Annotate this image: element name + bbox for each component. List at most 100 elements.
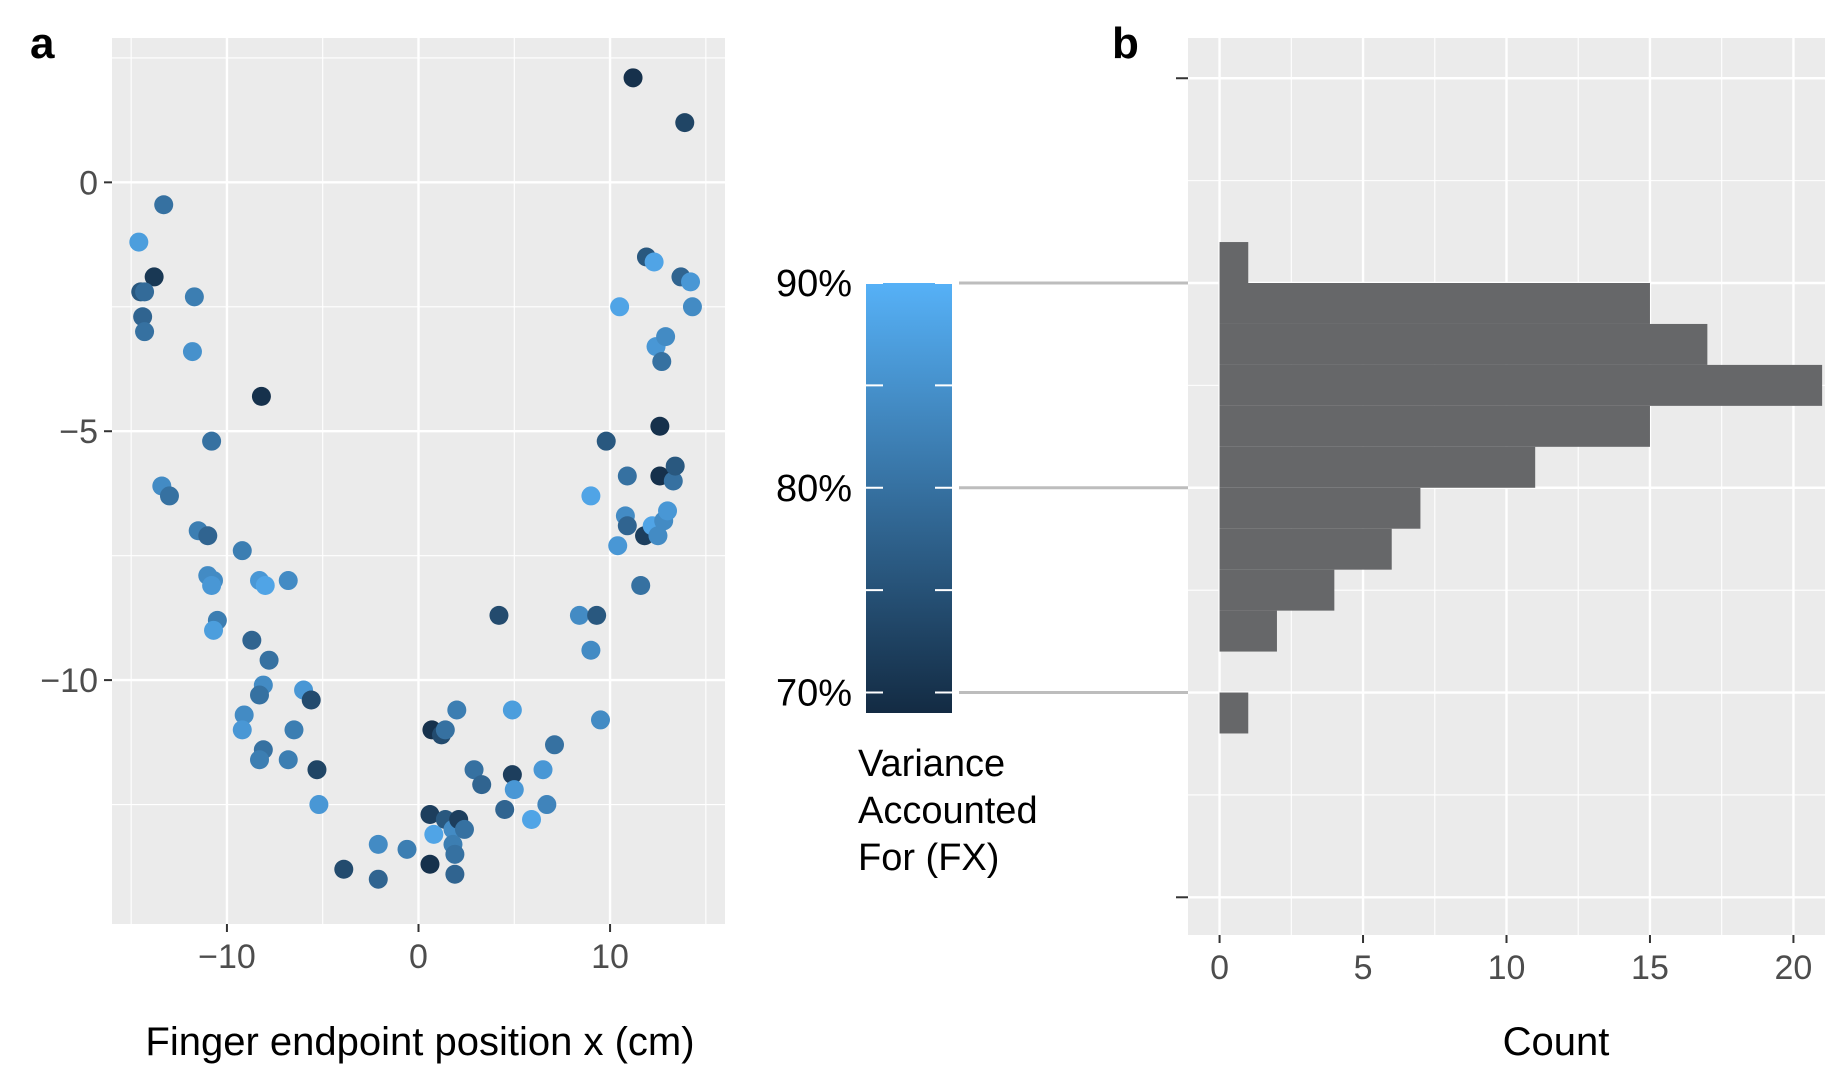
count-tick-label: 10 [1488,949,1526,987]
data-point [424,824,444,844]
data-point [368,869,388,889]
histogram-axes: 0 5 10 15 20 [1176,77,1813,987]
data-point [644,252,664,272]
data-point [182,342,202,362]
count-tick-label: 0 [1210,949,1229,987]
data-point [420,854,440,874]
data-point [284,720,304,740]
panel-label-a: a [30,19,55,68]
data-point [202,431,222,451]
data-point [623,68,643,88]
data-point [617,466,637,486]
data-point [251,386,271,406]
data-point [250,685,270,705]
histogram-bar [1219,405,1650,447]
data-point [159,486,179,506]
data-point [522,809,542,829]
histogram-bar [1219,323,1708,365]
data-point [610,297,630,317]
data-point [135,322,155,342]
data-point [232,541,252,561]
scatter-panel: −10 0 10 0 −5 −10 Finger endpoint position x … [40,38,725,1064]
data-point [648,526,668,546]
data-point [397,839,417,859]
data-point [504,780,524,800]
colorbar [866,283,952,713]
data-point [495,800,515,820]
data-point [658,501,678,521]
panel-label-b: b [1112,19,1139,68]
data-point [144,267,164,287]
data-point [464,760,484,780]
y-tick-label: −10 [40,662,98,700]
data-point [682,297,702,317]
x-tick-label: 10 [591,938,629,976]
histogram-bar [1219,283,1650,324]
colorbar-labels: 90% 80% 70% [776,263,852,715]
colorbar-ticks [866,282,952,694]
data-point [259,650,279,670]
data-point [596,431,616,451]
y-tick-label: 0 [79,164,98,202]
data-point [435,720,455,740]
data-point [255,576,275,596]
data-point [502,765,522,785]
data-point [617,516,637,536]
data-point [135,282,155,302]
data-point [608,536,628,556]
colorbar-label: 70% [776,673,852,715]
data-point [447,700,467,720]
count-tick-label: 15 [1631,949,1669,987]
y-tick-label: −5 [59,413,98,451]
colorbar-legend: 90% 80% 70% Variance Accounted For (FX) [776,263,1188,879]
histogram-bar [1219,364,1823,406]
data-point [204,620,224,640]
data-point [489,605,509,625]
histogram-bar [1219,242,1249,283]
count-tick-label: 20 [1775,949,1813,987]
data-point [368,834,388,854]
data-point [656,327,676,347]
legend-title-line-1: Variance [858,743,1005,785]
data-point [590,710,610,730]
data-point [198,526,218,546]
data-point [445,844,465,864]
data-point [533,760,553,780]
data-point [665,456,685,476]
histogram-bar [1219,610,1277,652]
data-point [587,605,607,625]
data-point [133,307,153,327]
data-point [652,352,672,372]
data-point [445,864,465,884]
scatter-gridlines [112,38,725,924]
legend-title-line-3: For (FX) [858,837,999,879]
data-point [154,195,174,215]
data-point [631,576,651,596]
count-tick-label: 5 [1354,949,1373,987]
data-point [202,576,222,596]
data-point [234,705,254,725]
x-tick-label: −10 [198,938,256,976]
data-point [301,690,321,710]
histogram-bar [1219,528,1392,570]
histogram-bar [1219,487,1421,529]
data-point [663,471,683,491]
data-point [537,795,557,815]
data-point [472,775,492,795]
colorbar-label: 80% [776,468,852,510]
data-point [675,113,695,133]
data-point [581,486,601,506]
histogram-bar [1219,569,1335,611]
count-axis-title: Count [1503,1020,1610,1064]
data-point [569,605,589,625]
data-point [454,819,474,839]
data-point [420,804,440,824]
data-point [232,720,252,740]
data-point [545,735,565,755]
data-point [184,287,204,307]
data-point [681,272,701,292]
data-point [250,750,270,770]
data-point [581,640,601,660]
x-axis-title: Finger endpoint position x (cm) [145,1020,694,1064]
